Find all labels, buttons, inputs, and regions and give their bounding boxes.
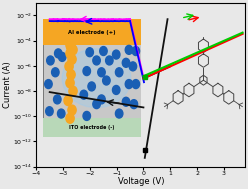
Y-axis label: Current (A): Current (A) [3, 61, 12, 108]
X-axis label: Voltage (V): Voltage (V) [118, 177, 164, 186]
